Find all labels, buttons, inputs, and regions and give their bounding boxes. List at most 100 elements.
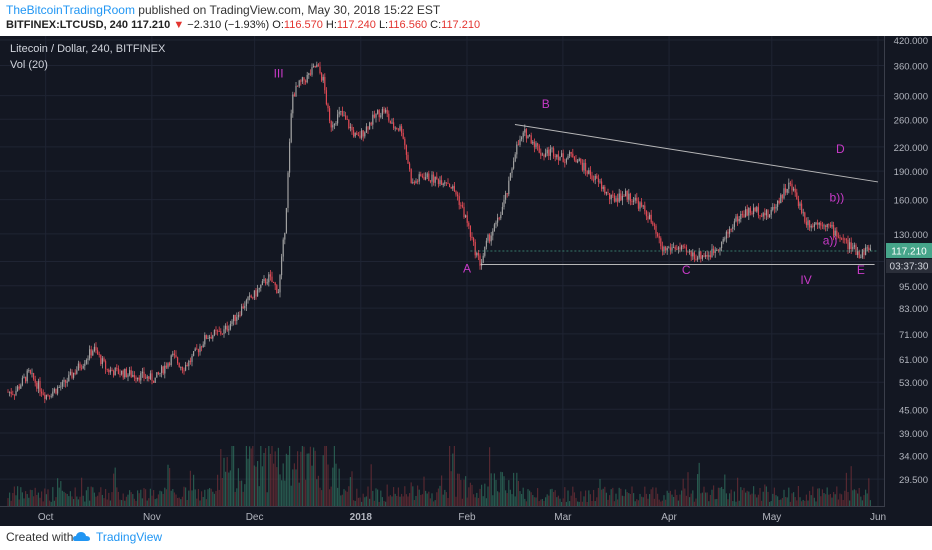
wave-label[interactable]: C xyxy=(682,263,691,277)
volume-bar xyxy=(66,493,68,506)
candle-body xyxy=(778,200,780,204)
volume-bar xyxy=(681,490,683,506)
time-tick-label: 2018 xyxy=(350,512,373,523)
candle-body xyxy=(652,222,654,225)
volume-bar xyxy=(441,475,443,506)
volume-bar xyxy=(49,500,51,506)
volume-bar xyxy=(557,495,559,506)
volume-bar xyxy=(423,476,425,506)
candle-body xyxy=(601,181,603,189)
volume-bar xyxy=(820,496,822,506)
volume-bar xyxy=(26,494,28,506)
wave-label[interactable]: B xyxy=(542,97,550,111)
author-link[interactable]: TheBitcoinTradingRoom xyxy=(6,3,135,17)
candle-body xyxy=(530,135,532,144)
candle-body xyxy=(257,289,259,297)
volume-bar xyxy=(289,446,291,506)
candle-body xyxy=(271,276,273,283)
candle-body xyxy=(367,126,369,130)
volume-bar xyxy=(396,496,398,506)
volume-bar xyxy=(404,486,406,506)
candle-body xyxy=(386,109,388,114)
candle-body xyxy=(783,188,785,199)
volume-bar xyxy=(50,501,52,506)
volume-bar xyxy=(361,501,363,506)
volume-bar xyxy=(457,473,459,506)
candle-body xyxy=(221,333,223,335)
volume-bar xyxy=(618,487,620,506)
volume-bar xyxy=(772,493,774,506)
candle-body xyxy=(626,190,628,200)
price-axis[interactable] xyxy=(885,36,932,526)
candle-body xyxy=(84,363,86,366)
volume-bar xyxy=(815,501,817,506)
volume-bar xyxy=(497,491,499,506)
candle-body xyxy=(751,212,753,214)
volume-bar xyxy=(63,491,65,506)
volume-bar xyxy=(125,496,127,506)
volume-bar xyxy=(738,500,740,506)
candle-body xyxy=(247,296,249,301)
candle-body xyxy=(341,110,343,116)
candle-body xyxy=(377,110,379,114)
candle-body xyxy=(524,129,526,133)
volume-bar xyxy=(805,494,807,506)
volume-bar xyxy=(794,497,796,506)
tradingview-link[interactable]: TradingView xyxy=(96,530,163,544)
volume-bar xyxy=(801,501,803,506)
candle-body xyxy=(204,335,206,345)
candle-body xyxy=(329,108,331,121)
candle-body xyxy=(61,381,63,387)
candle-body xyxy=(380,115,382,118)
candle-body xyxy=(130,370,132,377)
candle-body xyxy=(292,94,294,114)
volume-bar xyxy=(765,486,767,506)
wave-label[interactable]: b)) xyxy=(830,191,845,205)
candle-body xyxy=(573,157,575,160)
candle-body xyxy=(362,130,364,137)
volume-bar xyxy=(311,465,313,506)
high-value: 117.240 xyxy=(336,19,376,31)
candle-body xyxy=(114,367,116,376)
candle-body xyxy=(559,156,561,161)
volume-bar xyxy=(380,490,382,506)
candle-body xyxy=(772,207,774,210)
wave-label[interactable]: E xyxy=(857,263,865,277)
wave-label[interactable]: a)) xyxy=(823,233,838,247)
candle-body xyxy=(42,393,44,395)
candle-body xyxy=(351,126,353,131)
candle-body xyxy=(861,249,863,258)
volume-bar xyxy=(810,495,812,506)
candle-body xyxy=(55,388,57,394)
trendline[interactable] xyxy=(514,123,879,183)
volume-bar xyxy=(673,496,675,506)
candle-body xyxy=(109,369,111,373)
volume-bar xyxy=(580,491,582,506)
volume-bar xyxy=(388,496,390,506)
volume-bar xyxy=(316,479,318,506)
candle-body xyxy=(31,373,33,374)
price-tick-label: 130.000 xyxy=(894,230,928,241)
wave-label[interactable]: D xyxy=(836,142,845,156)
price-chart[interactable]: III B A C Db)) a)) IV E 420.000 360.000 300.000 26… xyxy=(0,36,932,526)
candle-body xyxy=(242,306,244,309)
candle-body xyxy=(82,365,84,369)
wave-label[interactable]: A xyxy=(463,261,471,275)
wave-label[interactable]: III xyxy=(274,66,284,80)
volume-bar xyxy=(623,496,625,506)
candle-body xyxy=(274,282,276,286)
volume-bar xyxy=(129,490,131,506)
volume-bar xyxy=(514,496,516,506)
candle-body xyxy=(450,186,452,189)
candle-body xyxy=(857,251,859,255)
volume-bar xyxy=(154,499,156,506)
candle-body xyxy=(194,348,196,352)
candle-body xyxy=(359,135,361,138)
time-axis-ticks: Oct Nov Dec 2018 Feb Mar Apr May Jun xyxy=(38,512,886,523)
time-axis[interactable] xyxy=(0,506,885,526)
volume-bar xyxy=(378,501,380,506)
volume-bar xyxy=(268,446,270,506)
wave-label[interactable]: IV xyxy=(800,273,811,287)
candle-body xyxy=(116,367,118,369)
candle-body xyxy=(615,198,617,202)
